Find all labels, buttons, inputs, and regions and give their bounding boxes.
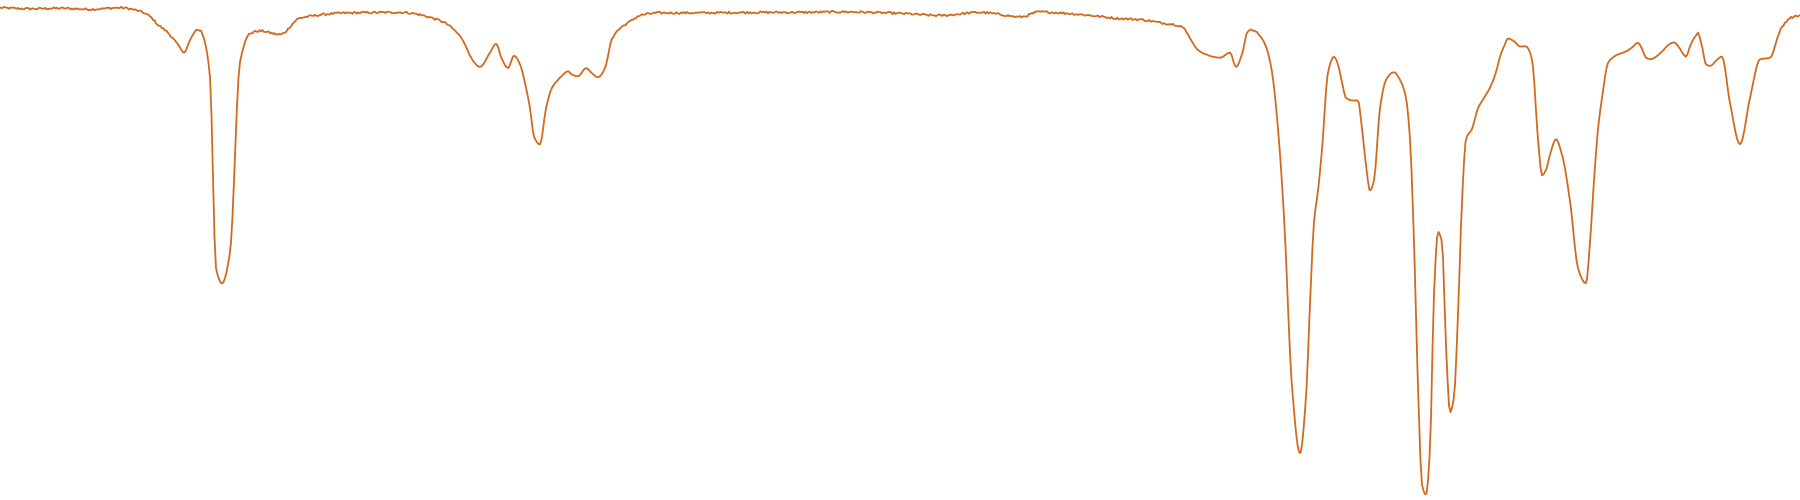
series-line-0: [0, 5, 1800, 496]
plot-area: [0, 5, 1800, 496]
